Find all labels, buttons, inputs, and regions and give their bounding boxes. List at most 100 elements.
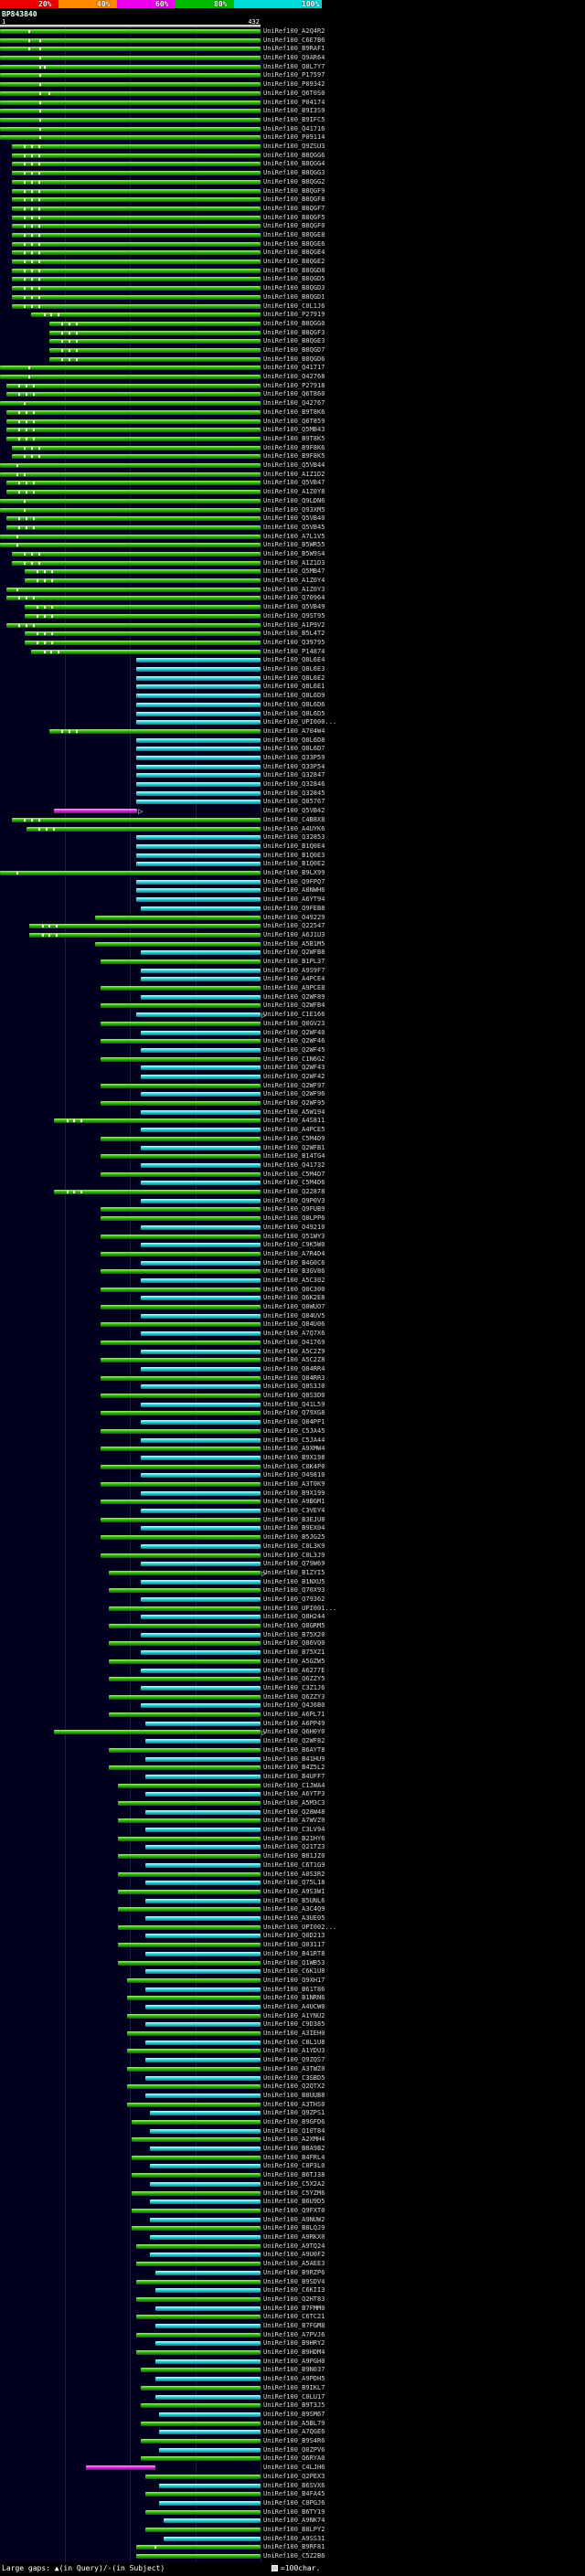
hit-bar[interactable] <box>11 224 261 229</box>
hit-label[interactable]: UniRef100_C0L1J6 <box>263 302 325 310</box>
hit-label[interactable]: UniRef100_A1Z0Y3 <box>263 585 325 593</box>
hit-label[interactable]: UniRef100_Q4J6B0 <box>263 1701 325 1710</box>
hit-label[interactable]: UniRef100_P17597 <box>263 71 325 80</box>
hit-bar[interactable] <box>144 1898 261 1903</box>
hit-bar[interactable] <box>136 720 261 726</box>
hit-label[interactable]: UniRef100_B9HDM4 <box>263 2348 325 2357</box>
hit-label[interactable]: UniRef100_Q9ZQS7 <box>263 2056 325 2064</box>
hit-label[interactable]: UniRef100_Q0C300 <box>263 1285 325 1293</box>
hit-label[interactable]: UniRef100_Q41716 <box>263 124 325 133</box>
hit-label[interactable]: UniRef100_O41769 <box>263 1338 325 1346</box>
hit-label[interactable]: UniRef100_C6KII3 <box>263 2286 325 2295</box>
hit-bar[interactable] <box>11 454 261 460</box>
hit-bar[interactable] <box>118 1960 261 1966</box>
hit-bar[interactable] <box>100 1394 261 1399</box>
hit-bar[interactable] <box>11 560 261 566</box>
hit-label[interactable]: UniRef100_C5YZM6 <box>263 2189 325 2197</box>
hit-label[interactable]: UniRef100_B61T86 <box>263 1985 325 1993</box>
hit-bar[interactable] <box>144 1774 261 1779</box>
hit-label[interactable]: UniRef100_B9IFC5 <box>263 115 325 123</box>
hit-bar[interactable] <box>127 1996 261 2001</box>
hit-bar[interactable] <box>132 2190 261 2196</box>
hit-label[interactable]: UniRef100_Q9ZPS1 <box>263 2109 325 2117</box>
hit-bar[interactable] <box>109 1659 261 1664</box>
hit-label[interactable]: UniRef100_B6TY19 <box>263 2507 325 2516</box>
hit-label[interactable]: UniRef100_Q32845 <box>263 789 325 797</box>
hit-bar[interactable] <box>25 578 261 584</box>
hit-label[interactable]: UniRef100_C8L1U8 <box>263 2038 325 2046</box>
hit-bar[interactable] <box>100 1251 261 1256</box>
hit-bar[interactable] <box>141 1145 261 1150</box>
hit-label[interactable]: UniRef100_B14TG4 <box>263 1152 325 1161</box>
hit-bar[interactable] <box>141 1128 261 1133</box>
hit-bar[interactable] <box>100 1056 261 1062</box>
hit-label[interactable]: UniRef100_C5M4D9 <box>263 1134 325 1142</box>
hit-label[interactable]: UniRef100_B5W9S4 <box>263 550 325 557</box>
hit-label[interactable]: UniRef100_A8NWH6 <box>263 886 325 895</box>
hit-label[interactable]: UniRef100_B8QGD1 <box>263 292 325 301</box>
hit-bar[interactable] <box>31 649 261 654</box>
hit-label[interactable]: UniRef100_Q6T859 <box>263 417 325 425</box>
hit-label[interactable]: UniRef100_C0PGJ6 <box>263 2498 325 2507</box>
hit-label[interactable]: UniRef100_A5AEE3 <box>263 2260 325 2268</box>
hit-label[interactable]: UniRef100_Q8S3D0 <box>263 1392 325 1400</box>
hit-label[interactable]: UniRef100_B5JG25 <box>263 1533 325 1542</box>
hit-bar[interactable] <box>164 2536 261 2541</box>
hit-bar[interactable] <box>141 1277 261 1283</box>
hit-label[interactable]: UniRef100_A7R4D4 <box>263 1249 325 1257</box>
hit-label[interactable]: UniRef100_Q41717 <box>263 364 325 372</box>
hit-bar[interactable] <box>0 126 261 132</box>
hit-bar[interactable] <box>136 658 261 663</box>
hit-bar[interactable] <box>136 684 261 690</box>
hit-label[interactable]: UniRef100_Q5MB47 <box>263 567 325 576</box>
hit-label[interactable]: UniRef100_B8LPY2 <box>263 2525 325 2533</box>
hit-label[interactable]: UniRef100_C6K1U8 <box>263 1967 325 1976</box>
hit-label[interactable]: UniRef100_B8QGF0 <box>263 222 325 230</box>
hit-bar[interactable] <box>109 1624 261 1629</box>
hit-label[interactable]: UniRef100_B9SM67 <box>263 2410 325 2418</box>
hit-label[interactable]: UniRef100_A3IEH0 <box>263 2030 325 2038</box>
hit-label[interactable]: UniRef100_A3C4Q9 <box>263 1905 325 1913</box>
hit-label[interactable]: UniRef100_Q5MB43 <box>263 426 325 434</box>
hit-bar[interactable] <box>100 1234 261 1239</box>
hit-label[interactable]: UniRef100_C9K5W0 <box>263 1241 325 1249</box>
hit-label[interactable]: UniRef100_C1E166 <box>263 1011 325 1019</box>
hit-bar[interactable] <box>136 2315 261 2320</box>
hit-bar[interactable] <box>127 2049 261 2054</box>
hit-bar[interactable] <box>141 1260 261 1266</box>
hit-label[interactable]: UniRef100_C5X2A2 <box>263 2179 325 2188</box>
hit-bar[interactable] <box>118 1836 261 1841</box>
hit-label[interactable]: UniRef100_A6YT94 <box>263 896 325 904</box>
hit-bar[interactable] <box>11 552 261 557</box>
hit-bar[interactable] <box>0 366 261 371</box>
hit-bar[interactable] <box>100 1101 261 1107</box>
hit-bar[interactable] <box>144 2058 261 2063</box>
hit-bar[interactable] <box>136 835 261 841</box>
hit-label[interactable]: UniRef100_A9PCE8 <box>263 984 325 992</box>
hit-bar[interactable] <box>100 1358 261 1363</box>
hit-bar[interactable] <box>100 1447 261 1452</box>
hit-bar[interactable] <box>11 277 261 282</box>
hit-label[interactable]: UniRef100_Q5VB45 <box>263 523 325 531</box>
hit-label[interactable]: UniRef100_A7PVJ6 <box>263 2330 325 2338</box>
hit-bar[interactable] <box>5 516 261 522</box>
hit-bar[interactable] <box>11 294 261 300</box>
hit-label[interactable]: UniRef100_B9X198 <box>263 1453 325 1461</box>
hit-label[interactable]: UniRef100_UPI000... <box>263 718 337 726</box>
hit-label[interactable]: UniRef100_A7L1V5 <box>263 532 325 540</box>
hit-bar[interactable] <box>154 2324 261 2328</box>
hit-label[interactable]: UniRef100_B9RZP6 <box>263 2268 325 2276</box>
hit-bar[interactable] <box>0 47 261 52</box>
hit-bar[interactable] <box>141 1420 261 1426</box>
hit-label[interactable]: UniRef100_B8QGD3 <box>263 284 325 292</box>
hit-label[interactable]: UniRef100_A1Z1D2 <box>263 470 325 478</box>
hit-label[interactable]: UniRef100_A4UYK6 <box>263 824 325 832</box>
hit-label[interactable]: UniRef100_A9SS31 <box>263 2534 325 2542</box>
hit-label[interactable]: UniRef100_Q0WUO7 <box>263 1303 325 1311</box>
hit-label[interactable]: UniRef100_Q8L6D6 <box>263 700 325 708</box>
hit-bar[interactable] <box>127 1977 261 1983</box>
hit-bar[interactable] <box>100 1171 261 1177</box>
hit-bar[interactable] <box>154 2306 261 2311</box>
hit-bar[interactable] <box>136 702 261 707</box>
hit-label[interactable]: UniRef100_Q41L59 <box>263 1400 325 1408</box>
